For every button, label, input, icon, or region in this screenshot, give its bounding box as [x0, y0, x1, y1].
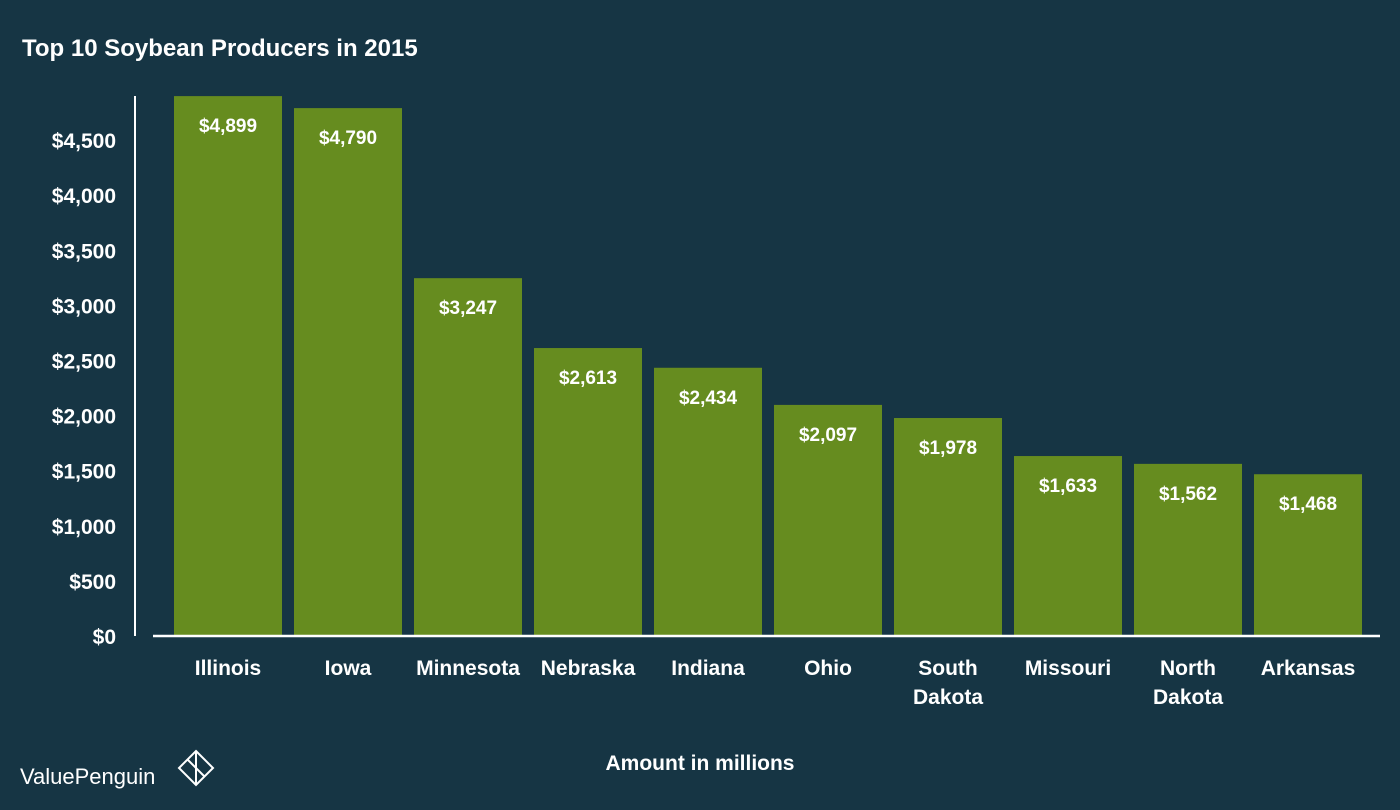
x-tick-label-line: Dakota	[1153, 686, 1223, 709]
x-tick-label: Arkansas	[1261, 657, 1356, 680]
bar-nebraska	[534, 348, 642, 636]
bar-illinois	[174, 96, 282, 636]
data-label: $1,468	[1279, 494, 1337, 515]
chart-title: Top 10 Soybean Producers in 2015	[22, 35, 418, 62]
data-label: $4,790	[319, 128, 377, 149]
y-tick-label: $3,500	[52, 240, 116, 263]
bar-minnesota	[414, 278, 522, 636]
y-tick-label: $0	[93, 626, 116, 649]
x-tick-label-line: Minnesota	[416, 657, 520, 680]
x-tick-label: Iowa	[325, 657, 372, 680]
x-tick-label-line: South	[918, 657, 977, 680]
x-tick-label: Illinois	[195, 657, 262, 680]
bar-north-dakota	[1134, 463, 1242, 636]
bar-indiana	[654, 367, 762, 636]
x-axis-label: Amount in millions	[606, 752, 795, 775]
x-tick-label: North Dakota	[1153, 657, 1223, 709]
x-tick-label-line: Nebraska	[541, 657, 636, 680]
data-label: $2,097	[799, 425, 857, 446]
brand-name: ValuePenguin	[20, 764, 155, 789]
data-label: $2,613	[559, 368, 617, 389]
x-tick-label-line: Ohio	[804, 657, 852, 680]
x-tick-label: Ohio	[804, 657, 852, 680]
data-label: $1,978	[919, 438, 977, 459]
y-tick-label: $1,500	[52, 461, 116, 484]
x-tick-label: Minnesota	[416, 657, 520, 680]
x-tick-label: Indiana	[671, 657, 745, 680]
data-label: $1,633	[1039, 476, 1097, 497]
valuepenguin-logo-icon	[177, 749, 215, 787]
x-tick-label: Nebraska	[541, 657, 636, 680]
y-tick-label: $4,500	[52, 130, 116, 153]
data-label: $3,247	[439, 298, 497, 319]
y-tick-label: $1,000	[52, 516, 116, 539]
bar-south-dakota	[894, 418, 1002, 636]
y-tick-label: $2,000	[52, 406, 116, 429]
x-tick-label-line: Iowa	[325, 657, 372, 680]
data-label: $1,562	[1159, 484, 1217, 505]
x-tick-label-line: North	[1160, 657, 1216, 680]
bar-missouri	[1014, 456, 1122, 636]
x-tick-label-line: Dakota	[913, 686, 983, 709]
x-tick-label-line: Arkansas	[1261, 657, 1356, 680]
x-tick-label-line: Illinois	[195, 657, 262, 680]
bar-arkansas	[1254, 474, 1362, 636]
x-tick-label: South Dakota	[913, 657, 983, 709]
data-label: $2,434	[679, 388, 738, 409]
bar-iowa	[294, 108, 402, 637]
y-tick-label: $500	[69, 571, 116, 594]
x-tick-label-line: Indiana	[671, 657, 745, 680]
x-axis: Illinois Iowa Minnesota Nebraska Indiana Ohio…	[153, 634, 1380, 709]
x-tick-label-line: Missouri	[1025, 657, 1111, 680]
bar-ohio	[774, 404, 882, 636]
y-tick-label: $2,500	[52, 350, 116, 373]
y-axis: $0 $500 $1,000 $1,500 $2,000 $2,500 $3,000 $3,5…	[52, 96, 136, 649]
y-tick-label: $4,000	[52, 185, 116, 208]
bars: $4,899 $4,790 $3,247 $2,613 $2,434 $2,097 $1,9…	[174, 96, 1362, 637]
x-tick-label: Missouri	[1025, 657, 1111, 680]
data-label: $4,899	[199, 116, 257, 137]
y-tick-label: $3,000	[52, 295, 116, 318]
